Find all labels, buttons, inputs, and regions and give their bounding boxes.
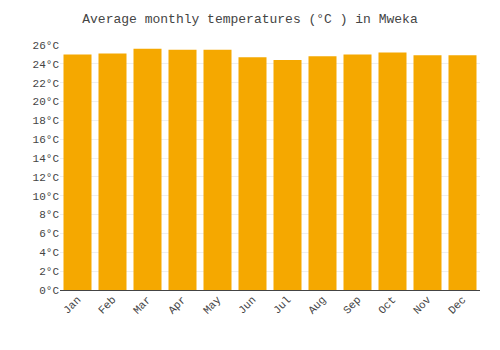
svg-text:2°C: 2°C [39,266,59,278]
svg-text:0°C: 0°C [39,285,59,297]
svg-text:Aug: Aug [306,294,328,316]
svg-text:Jul: Jul [271,294,293,316]
svg-text:Jun: Jun [236,294,258,316]
svg-text:Jan: Jan [61,294,83,316]
svg-text:24°C: 24°C [33,59,60,71]
svg-text:Nov: Nov [411,294,434,317]
svg-text:20°C: 20°C [33,96,60,108]
svg-text:8°C: 8°C [39,209,59,221]
svg-text:10°C: 10°C [33,191,60,203]
svg-text:Apr: Apr [166,294,188,316]
svg-text:Dec: Dec [446,294,468,316]
svg-text:16°C: 16°C [33,134,60,146]
svg-text:22°C: 22°C [33,78,60,90]
svg-text:Mar: Mar [131,294,153,316]
svg-text:18°C: 18°C [33,115,60,127]
svg-text:12°C: 12°C [33,172,60,184]
svg-text:May: May [201,294,224,317]
svg-text:4°C: 4°C [39,247,59,259]
svg-text:14°C: 14°C [33,153,60,165]
svg-text:Oct: Oct [376,294,398,316]
svg-text:Feb: Feb [96,294,118,316]
svg-text:6°C: 6°C [39,228,59,240]
svg-text:Sep: Sep [341,294,363,316]
svg-text:Average monthly temperatures (: Average monthly temperatures (°C ) in Mw… [82,12,418,27]
svg-text:26°C: 26°C [33,40,60,52]
